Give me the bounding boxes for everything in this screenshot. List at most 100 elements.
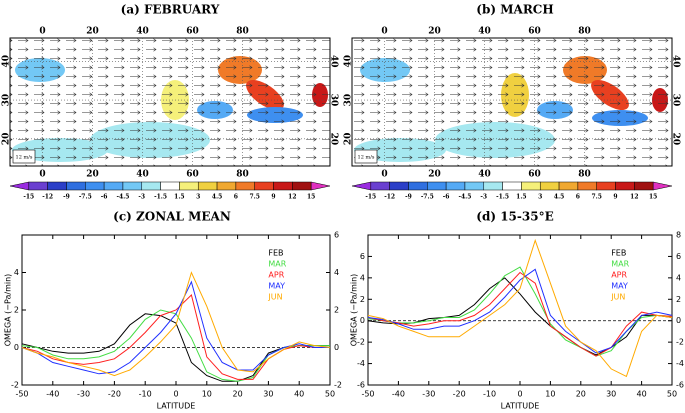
- colorbar-label: 3: [538, 194, 542, 201]
- colorbar-arrow: [351, 181, 372, 191]
- colorbar-segment: [216, 181, 237, 191]
- colorbar-label: 3: [196, 194, 200, 201]
- wind-vectors: [10, 38, 330, 166]
- colorbar-segment: [634, 181, 654, 191]
- colorbar-segment: [122, 181, 143, 191]
- colorbar-label: 4.5: [212, 194, 222, 201]
- colorbar-segment: [85, 181, 105, 191]
- colorbar-label: -1.5: [496, 194, 509, 201]
- colorbar-segment: [197, 181, 218, 191]
- y-tick-label: 6: [360, 252, 365, 261]
- y-tick-label: 2: [360, 295, 365, 304]
- x-tick-label: 30: [263, 390, 273, 399]
- x-tick-label: 60: [528, 170, 541, 180]
- x-axis-label: LATITUDE: [501, 402, 540, 411]
- colorbar-segment: [615, 181, 635, 191]
- colorbar-label: 9: [613, 194, 617, 201]
- x-tick-label: 80: [236, 170, 249, 180]
- y2-tick-label: 6: [676, 252, 681, 261]
- x-tick-label: 60: [186, 170, 199, 180]
- colorbar-label: -15: [365, 194, 376, 201]
- y-tick-label: 4: [14, 268, 19, 277]
- legend-label: APR: [268, 271, 284, 280]
- colorbar-label: -7.5: [421, 194, 434, 201]
- y-tick-label: 30: [344, 94, 354, 107]
- scale-box: [354, 149, 378, 164]
- colorbar-label: 7.5: [591, 194, 601, 201]
- x-tick-label: 30: [606, 390, 616, 399]
- x-tick-label: 0: [381, 170, 387, 180]
- series-line: [367, 238, 673, 378]
- x-tick-label: 10: [545, 390, 555, 399]
- y-tick-label: 40: [2, 55, 12, 68]
- colorbar-label: -3: [138, 194, 145, 201]
- series-line: [367, 271, 673, 357]
- y2-tick-label: -4: [676, 359, 684, 368]
- legend-label: MAY: [268, 282, 285, 291]
- legend-label: FEB: [268, 249, 283, 258]
- x-tick-label: 60: [186, 27, 199, 37]
- y-tick-label: 4: [360, 273, 365, 282]
- x-tick-label: 0: [39, 27, 45, 37]
- colorbar-arrow: [9, 181, 30, 191]
- x-tick-label: 50: [667, 390, 677, 399]
- x-tick-label: 0: [517, 390, 522, 399]
- x-tick-label: 50: [325, 390, 335, 399]
- y-tick-label: -2: [357, 338, 365, 347]
- colorbar-label: 12: [630, 194, 638, 201]
- scale-box: [12, 149, 36, 164]
- scale-label: 12 m/s: [16, 155, 33, 161]
- colorbar-label: -6: [443, 194, 450, 201]
- x-tick-label: 40: [478, 27, 491, 37]
- legend-label: MAR: [268, 260, 286, 269]
- y2-tick-label: 6: [334, 231, 339, 240]
- series-line: [21, 280, 330, 375]
- x-tick-label: 80: [578, 27, 591, 37]
- colorbar-label: 15: [649, 194, 657, 201]
- x-tick-label: 40: [294, 390, 304, 399]
- plot-frame: [367, 234, 673, 386]
- colorbar-label: -9: [405, 194, 412, 201]
- x-tick-label: -10: [483, 390, 496, 399]
- legend-label: JUN: [267, 293, 282, 302]
- map-frame: [351, 37, 673, 167]
- colorbar-segment: [577, 181, 597, 191]
- colorbar-segment: [370, 181, 390, 191]
- y-axis-label: OMEGA (−Pa/min): [4, 274, 13, 347]
- y2-tick-label: -2: [676, 338, 684, 347]
- x-tick-label: 60: [528, 27, 541, 37]
- colorbar-label: -4.5: [116, 194, 129, 201]
- y2-tick-label: 0: [676, 316, 681, 325]
- panel-title: (b) MARCH: [476, 3, 553, 17]
- x-tick-label: -20: [453, 390, 466, 399]
- x-tick-label: 10: [202, 390, 212, 399]
- colorbar-segment: [408, 181, 428, 191]
- y2-tick-label: 4: [676, 273, 681, 282]
- x-axis-label: LATITUDE: [157, 402, 196, 411]
- y-tick-label: 20: [329, 133, 339, 146]
- colorbar-segment: [558, 181, 579, 191]
- y-tick-label: 20: [671, 133, 681, 146]
- y-tick-label: 20: [2, 133, 12, 146]
- x-tick-label: -10: [139, 390, 152, 399]
- y-tick-label: -4: [357, 359, 365, 368]
- y2-tick-label: 4: [334, 268, 339, 277]
- colorbar-segment: [254, 181, 274, 191]
- colorbar-label: 1.5: [516, 194, 526, 201]
- legend-label: APR: [611, 271, 627, 280]
- colorbar-label: -3: [480, 194, 487, 201]
- colorbar-label: 9: [271, 194, 275, 201]
- colorbar-segment: [445, 181, 466, 191]
- y2-tick-label: 8: [676, 231, 681, 240]
- colorbar-segment: [160, 181, 180, 191]
- legend-label: MAY: [611, 282, 628, 291]
- scale-label: 12 m/s: [358, 155, 375, 161]
- x-tick-label: 40: [637, 390, 647, 399]
- colorbar-segment: [273, 181, 293, 191]
- panel-title: (d) 15-35°E: [476, 210, 553, 224]
- colorbar-segment: [464, 181, 485, 191]
- colorbar-label: -12: [42, 194, 53, 201]
- colorbar-segment: [539, 181, 560, 191]
- y2-tick-label: -6: [676, 381, 684, 390]
